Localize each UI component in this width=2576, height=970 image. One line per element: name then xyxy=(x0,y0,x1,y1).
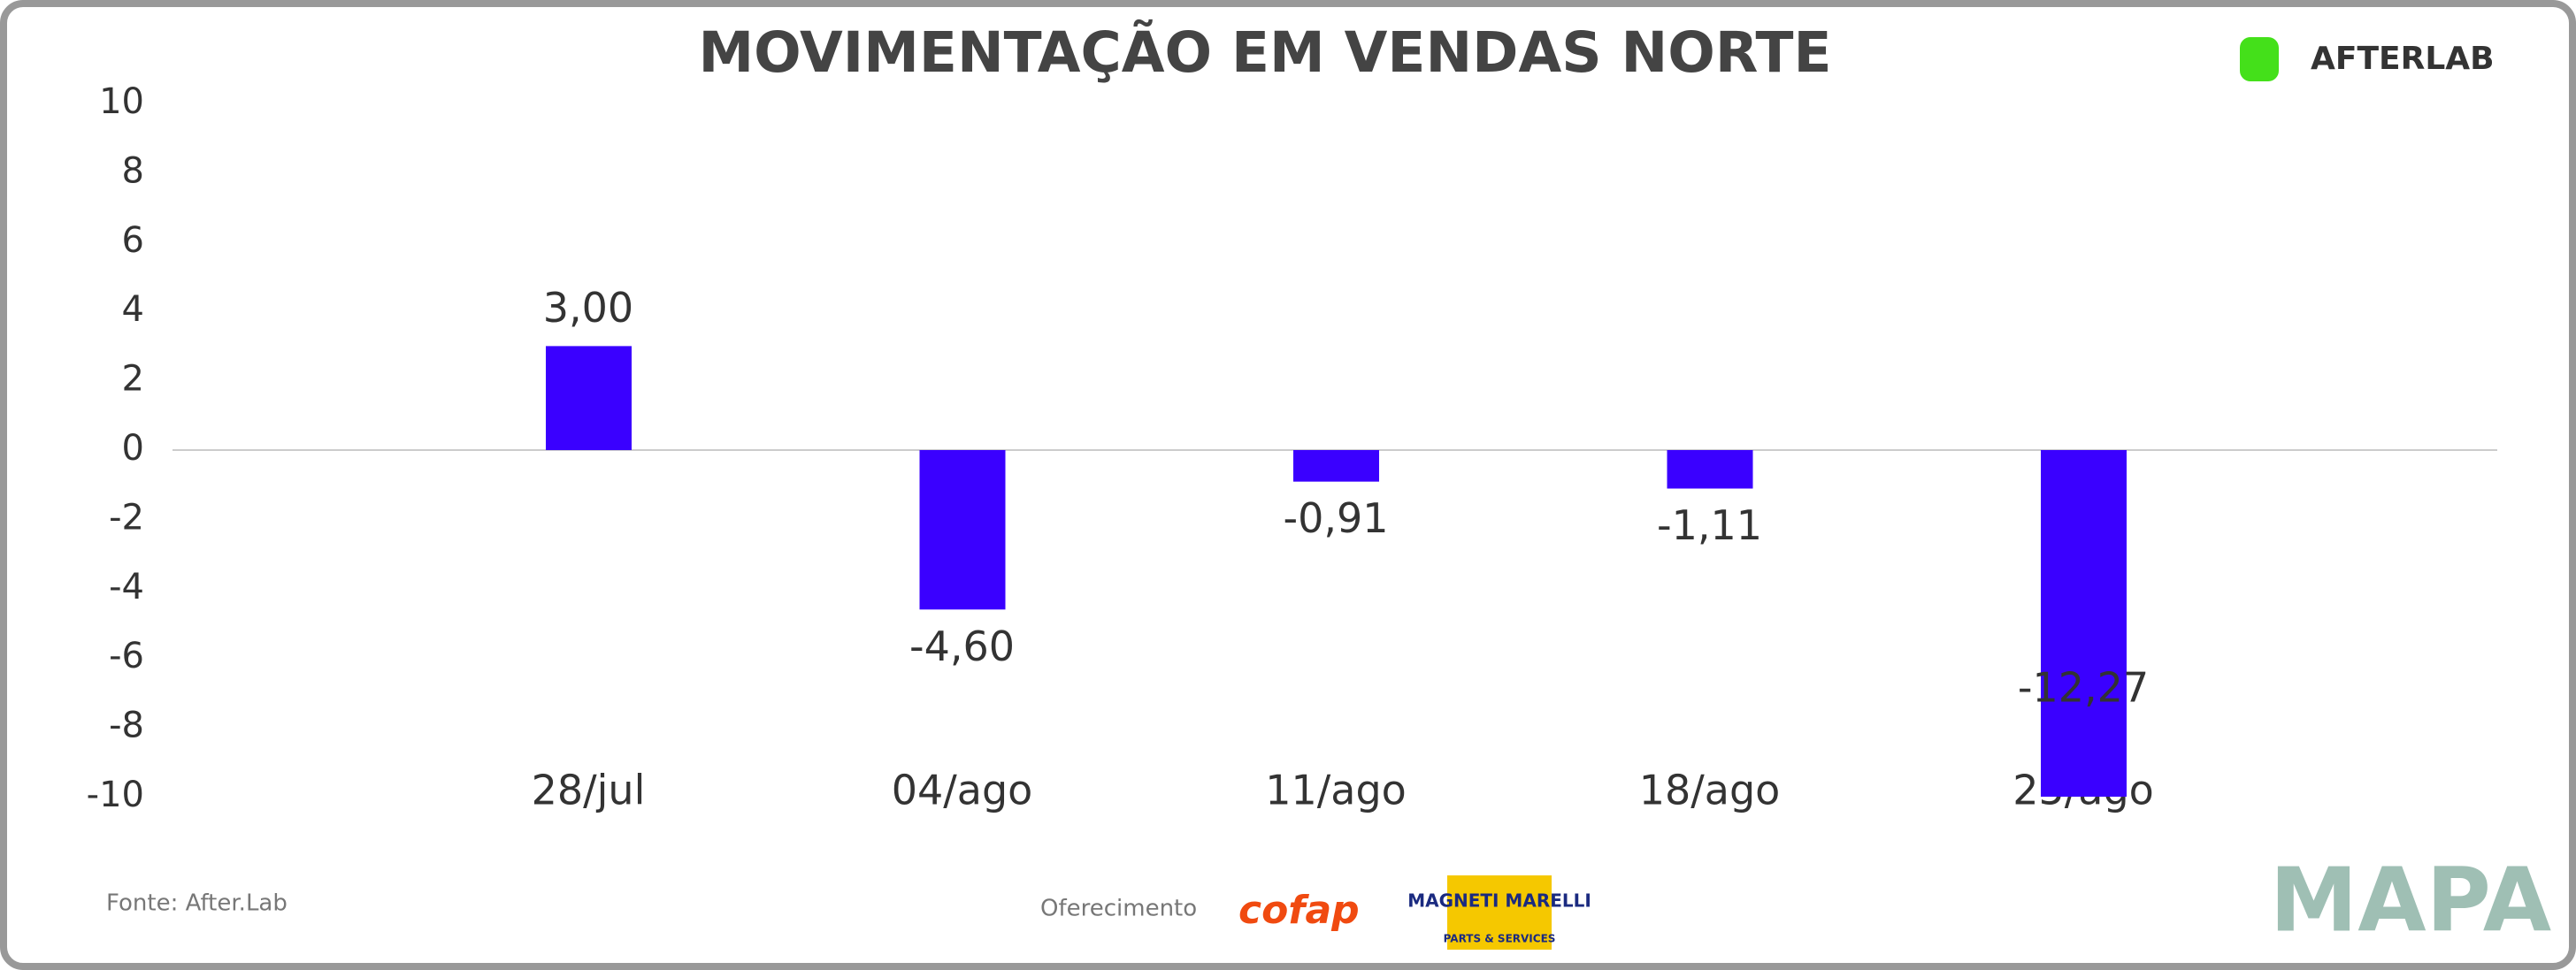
y-tick-label: -6 xyxy=(109,636,144,676)
y-tick-label: -8 xyxy=(109,706,144,746)
afterlab-logo: AFTERLAB xyxy=(2311,41,2495,77)
y-tick-label: 8 xyxy=(122,150,144,191)
bar xyxy=(919,450,1006,610)
y-tick-label: -10 xyxy=(87,775,144,815)
y-tick-label: -2 xyxy=(109,497,144,538)
magneti-sub: PARTS & SERVICES xyxy=(1444,933,1556,945)
x-tick-label: 28/jul xyxy=(532,767,646,814)
bar xyxy=(2041,450,2127,797)
value-label: -1,11 xyxy=(1657,501,1762,549)
bar xyxy=(1293,450,1379,482)
cofap-logo: cofap xyxy=(1238,888,1360,933)
mapa-logo: MAPA xyxy=(2270,848,2551,951)
chart-title: MOVIMENTAÇÃO EM VENDAS NORTE xyxy=(698,20,1831,85)
afterlab-icon xyxy=(2240,37,2279,81)
magneti-logo: MAGNETI MARELLI xyxy=(1407,890,1591,912)
y-tick-label: 6 xyxy=(122,220,144,261)
value-label: -4,60 xyxy=(909,622,1015,670)
y-tick-label: 2 xyxy=(122,359,144,400)
sponsor-label: Oferecimento xyxy=(1040,896,1197,922)
bar xyxy=(1667,450,1753,489)
y-tick-label: 0 xyxy=(122,428,144,469)
source: Fonte: After.Lab xyxy=(106,890,288,917)
y-tick-label: 10 xyxy=(99,81,144,122)
y-tick-label: -4 xyxy=(109,567,144,607)
value-label: 3,00 xyxy=(543,284,633,332)
bar xyxy=(546,346,632,450)
x-tick-label: 04/ago xyxy=(892,767,1033,814)
x-tick-label: 11/ago xyxy=(1265,767,1407,814)
y-tick-label: 4 xyxy=(122,289,144,330)
x-tick-label: 18/ago xyxy=(1639,767,1781,814)
value-label: -0,91 xyxy=(1283,494,1388,542)
magneti-box xyxy=(1447,875,1552,950)
value-label: -12,27 xyxy=(2018,664,2149,712)
